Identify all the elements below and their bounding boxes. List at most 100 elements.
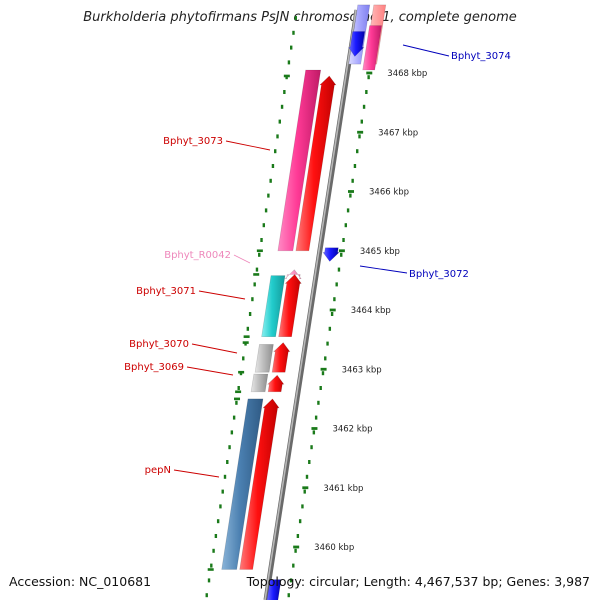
ruler-dot <box>230 430 234 435</box>
ruler-dot <box>310 445 313 450</box>
ruler-dot <box>340 252 343 257</box>
ruler-dot <box>221 489 224 494</box>
ruler-dot <box>278 119 281 124</box>
kbp-tick <box>293 545 300 549</box>
ruler-dot <box>321 371 325 376</box>
ruler-dot <box>308 460 311 464</box>
ruler-dots-outer <box>287 16 379 598</box>
kbp-tick <box>329 308 336 312</box>
ruler-dot <box>262 223 266 228</box>
ruler-dot <box>305 474 309 479</box>
ruler-dot <box>248 312 252 316</box>
leader-line <box>191 343 238 354</box>
ruler-dot <box>317 400 320 405</box>
cds-bphyt-3074[interactable] <box>362 25 382 71</box>
ruler-dot <box>319 386 322 390</box>
cds-pepn[interactable] <box>221 398 264 570</box>
ruler-dot <box>362 104 366 109</box>
ruler-dot <box>216 519 220 524</box>
gene-pepn[interactable] <box>239 398 280 570</box>
ruler-dot <box>353 164 357 168</box>
leader-line <box>173 469 220 478</box>
kbp-labels: 3460 kbp 3461 kbp 3462 kbp 3463 kbp 3464 kbp… <box>207 69 427 571</box>
ruler-dot <box>301 504 304 509</box>
ruler-dot <box>314 415 318 420</box>
kbp-tick <box>366 71 373 75</box>
ruler-dot <box>276 134 279 139</box>
ruler-dot <box>223 474 227 479</box>
ruler-dot <box>344 223 348 228</box>
kbp-tick <box>357 130 364 134</box>
ruler-dot <box>330 312 334 316</box>
gene-bottom-fragment[interactable] <box>266 579 282 600</box>
kbp-label: 3468 kbp <box>387 69 427 79</box>
inner-tick <box>243 335 250 338</box>
kbp-tick <box>320 367 327 371</box>
ruler-dot <box>274 149 277 154</box>
kbp-tick <box>311 427 318 430</box>
ruler-dots <box>205 16 379 598</box>
ruler-dot <box>365 90 368 94</box>
cds-bphyt-3070[interactable] <box>254 344 274 373</box>
ruler-dot <box>251 297 254 302</box>
ruler-dot <box>289 578 293 583</box>
ruler-dot <box>294 548 297 553</box>
gene-label[interactable]: Bphyt_3071 <box>136 286 196 297</box>
ruler-dot <box>356 149 359 154</box>
ruler-dot <box>235 400 238 405</box>
gene-features[interactable] <box>221 4 387 600</box>
ruler-dot <box>210 563 213 568</box>
inner-tick <box>253 273 260 276</box>
kbp-label: 3464 kbp <box>351 306 391 316</box>
ruler-dot <box>267 193 270 198</box>
gene-bphyt-r0042[interactable] <box>284 269 302 280</box>
kbp-label: 3462 kbp <box>332 425 372 435</box>
kbp-tick <box>338 249 345 253</box>
leader-line <box>186 366 234 376</box>
inner-tick <box>256 249 263 253</box>
ruler-dot <box>205 593 208 598</box>
cds-bphyt-3073[interactable] <box>277 69 322 252</box>
ruler-dot <box>219 504 222 509</box>
cds-bphyt-3069[interactable] <box>250 373 269 393</box>
cds-bphyt-3071[interactable] <box>261 275 286 338</box>
ruler-dot <box>324 356 327 361</box>
gene-label[interactable]: pepN <box>145 465 171 476</box>
gene-bphyt-3071[interactable] <box>278 274 302 338</box>
gene-bphyt-3073[interactable] <box>295 75 337 252</box>
gene-label[interactable]: Bphyt_3072 <box>409 269 469 280</box>
leader-line <box>402 44 450 57</box>
kbp-label: 3465 kbp <box>360 247 400 257</box>
ruler-dot <box>337 267 341 272</box>
kbp-tick <box>348 190 355 193</box>
ruler-dot <box>333 297 336 302</box>
ruler-dot <box>264 208 268 213</box>
inner-tick <box>242 341 249 344</box>
ruler-dot <box>287 593 290 598</box>
gene-label[interactable]: Bphyt_R0042 <box>164 250 231 261</box>
gene-label[interactable]: Bphyt_3073 <box>163 136 223 147</box>
kbp-tick <box>302 486 309 490</box>
gene-label[interactable]: Bphyt_3069 <box>124 362 184 373</box>
gene-bphyt-3074[interactable] <box>348 31 366 57</box>
ruler-dot <box>253 282 256 287</box>
ruler-dot <box>298 519 302 524</box>
inner-tick <box>207 568 214 571</box>
ruler-dot <box>303 489 306 494</box>
accession-text: Accession: NC_010681 <box>9 574 152 589</box>
ruler-dots-inner <box>205 16 297 598</box>
kbp-label: 3466 kbp <box>369 188 409 198</box>
kbp-label: 3460 kbp <box>314 543 354 553</box>
ruler-dot <box>328 326 332 331</box>
gene-bphyt-3070[interactable] <box>271 342 291 373</box>
gene-label[interactable]: Bphyt_3070 <box>129 339 189 350</box>
gene-bphyt-3069[interactable] <box>267 374 285 393</box>
gene-bphyt-3072[interactable] <box>322 247 340 262</box>
ruler-dot <box>326 341 329 346</box>
gene-labels: Bphyt_3074 Bphyt_3073 Bphyt_R0042 Bphyt_307… <box>124 44 511 478</box>
backbone-layer <box>263 9 360 600</box>
gene-label[interactable]: Bphyt_3074 <box>451 51 511 62</box>
inner-tick <box>238 370 245 374</box>
ruler-dot <box>207 578 211 583</box>
